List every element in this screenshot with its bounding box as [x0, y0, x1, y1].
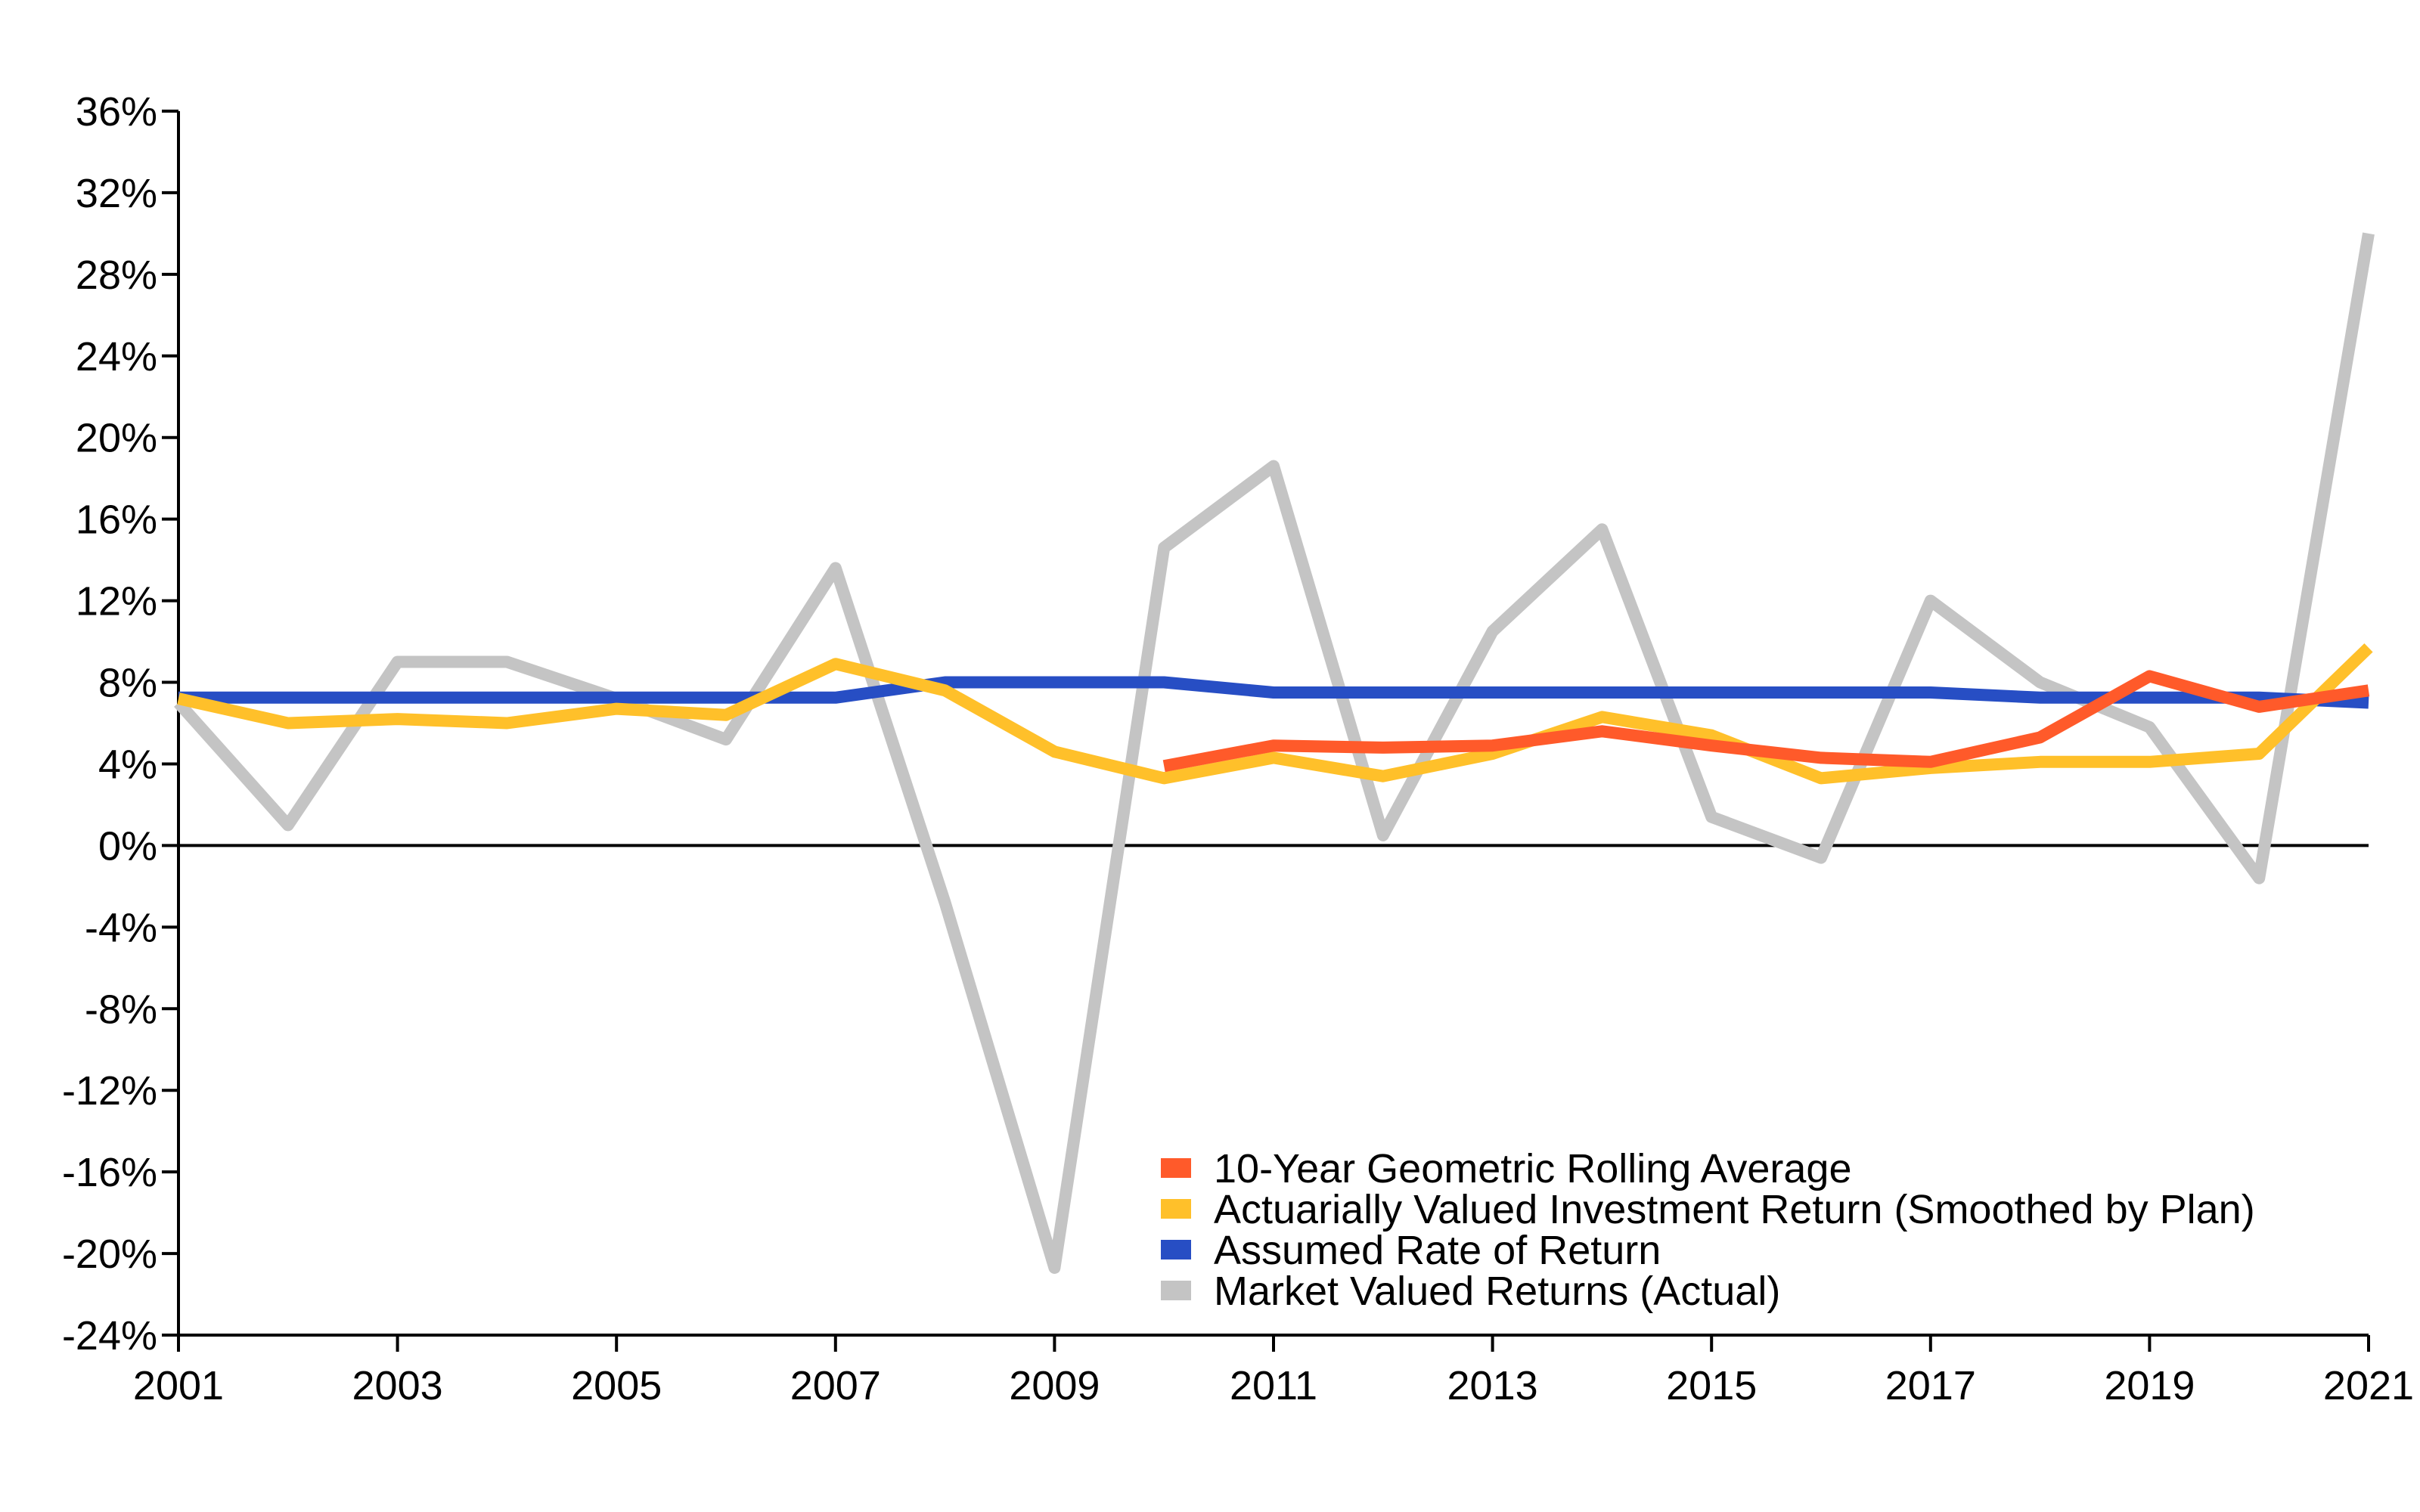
- x-tick-label: 2009: [1009, 1363, 1100, 1408]
- chart-legend: 10-Year Geometric Rolling AverageActuari…: [1161, 1146, 2255, 1314]
- x-tick-label: 2007: [790, 1363, 881, 1408]
- series-line-3: [178, 676, 2369, 709]
- y-tick-label: 20%: [76, 416, 157, 461]
- x-tick-label: 2005: [571, 1363, 662, 1408]
- series-line-4: [174, 232, 2375, 1274]
- x-tick-label: 2011: [1230, 1363, 1317, 1408]
- x-tick-label: 2013: [1447, 1363, 1538, 1408]
- y-tick-label: -8%: [85, 987, 157, 1032]
- legend-label: 10-Year Geometric Rolling Average: [1214, 1146, 1852, 1191]
- chart-axes: 36% 32% 28% 24% 20% 16% 12% 8% 4% 0% -4% -8% -12% -16…: [62, 89, 2414, 1408]
- y-tick-label: 32%: [76, 171, 157, 216]
- y-tick-label: 4%: [98, 742, 157, 787]
- legend-swatch: [1161, 1199, 1191, 1219]
- y-tick-label: 8%: [98, 661, 157, 706]
- y-tick-label: 24%: [76, 334, 157, 380]
- legend-swatch: [1161, 1158, 1191, 1178]
- legend-swatch: [1161, 1281, 1191, 1300]
- y-tick-label: 36%: [76, 89, 157, 135]
- y-tick-label: -20%: [62, 1232, 157, 1277]
- y-tick-label: 0%: [98, 823, 157, 869]
- series-line-1: [1162, 670, 2370, 773]
- y-tick-label: -16%: [62, 1150, 157, 1195]
- y-tick-label: -4%: [85, 905, 157, 950]
- y-tick-label: 12%: [76, 579, 157, 624]
- legend-label: Market Valued Returns (Actual): [1214, 1269, 1780, 1314]
- chart-series-lines: [174, 232, 2375, 1274]
- series-line-2: [177, 643, 2373, 785]
- y-tick-label: 16%: [76, 497, 157, 543]
- x-tick-label: 2003: [352, 1363, 443, 1408]
- x-tick-label: 2021: [2323, 1363, 2414, 1408]
- legend-label: Assumed Rate of Return: [1214, 1228, 1661, 1273]
- legend-swatch: [1161, 1240, 1191, 1259]
- x-tick-label: 2015: [1666, 1363, 1757, 1408]
- x-tick-label: 2019: [2104, 1363, 2195, 1408]
- y-tick-label: -12%: [62, 1068, 157, 1114]
- y-tick-label: -24%: [62, 1313, 157, 1359]
- x-tick-label: 2001: [133, 1363, 224, 1408]
- legend-label: Actuarially Valued Investment Return (Sm…: [1214, 1187, 2255, 1232]
- x-tick-label: 2017: [1885, 1363, 1976, 1408]
- y-tick-label: 28%: [76, 253, 157, 298]
